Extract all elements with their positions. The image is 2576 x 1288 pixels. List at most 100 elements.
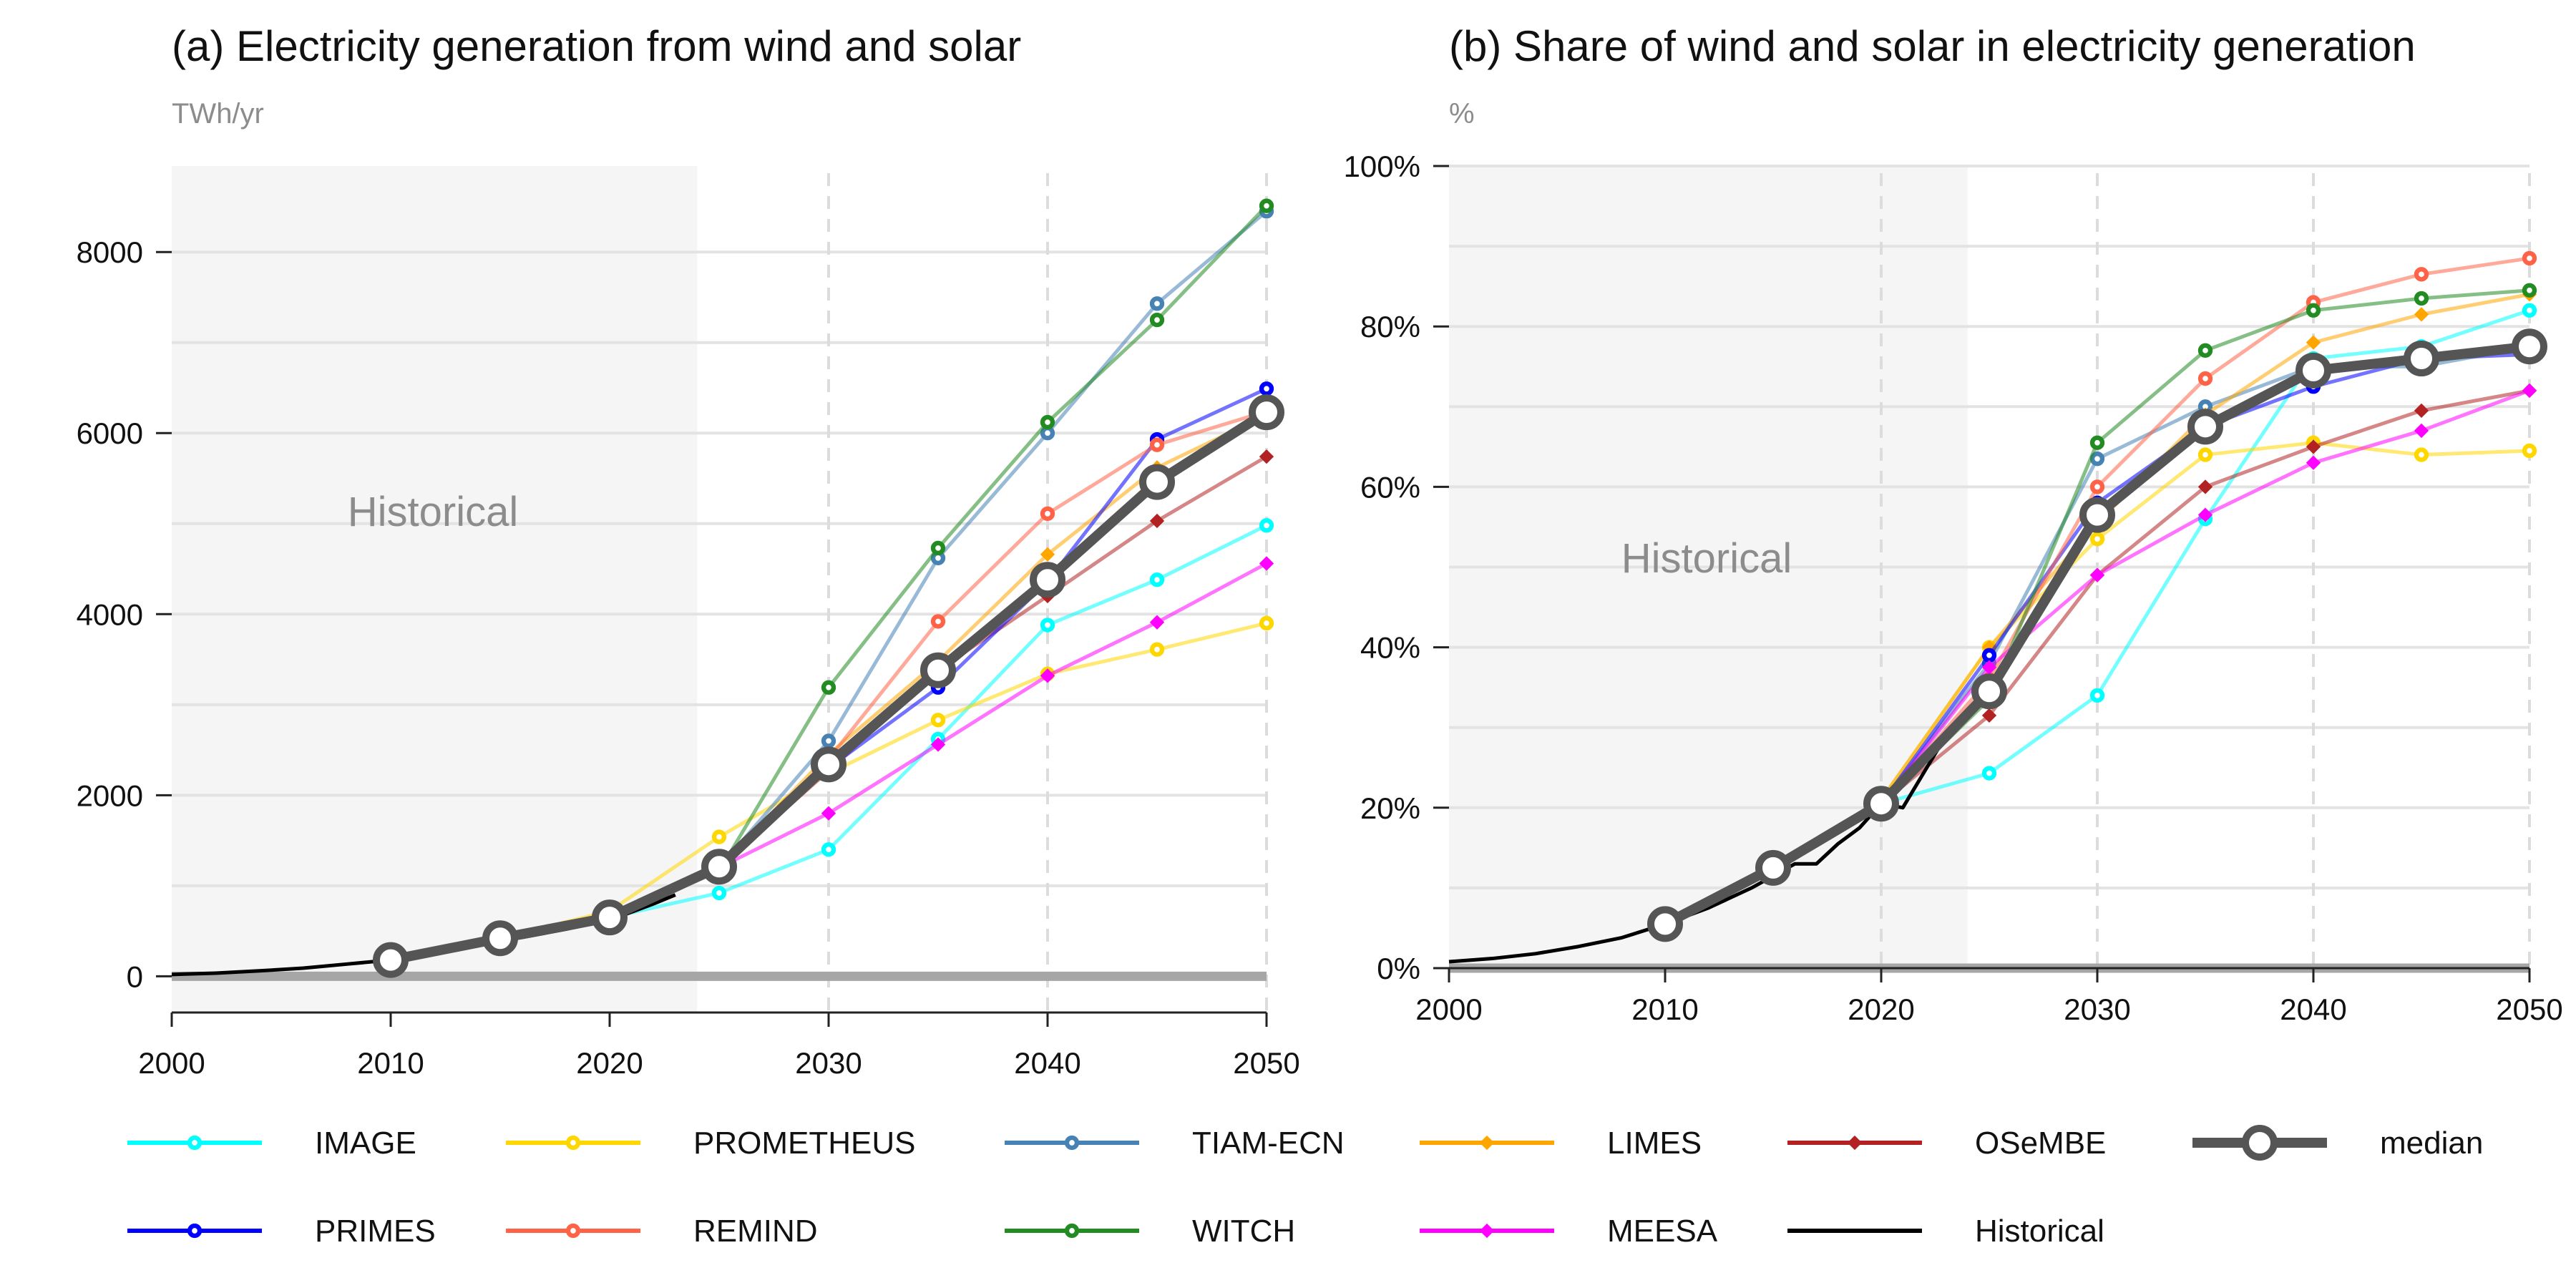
legend-item-image: IMAGE (127, 1126, 416, 1161)
data-point (1863, 786, 1899, 822)
data-point (2414, 403, 2429, 419)
legend-label: IMAGE (315, 1126, 416, 1161)
data-point (2197, 447, 2213, 462)
data-point (1647, 906, 1683, 942)
data-point (2089, 688, 2105, 703)
data-point (1149, 615, 1165, 630)
data-point (1259, 556, 1274, 571)
data-point (1259, 449, 1274, 464)
data-point (1149, 312, 1165, 328)
data-point (2089, 435, 2105, 450)
data-point (2306, 455, 2321, 470)
data-point (2296, 352, 2331, 389)
data-point (2089, 532, 2105, 547)
data-point (1259, 518, 1274, 533)
y-tick-label: 80% (1360, 310, 1420, 343)
data-point (1149, 572, 1165, 587)
unit-label: % (1449, 98, 1475, 130)
data-point (1149, 513, 1165, 529)
chart-title: (b) Share of wind and solar in electrici… (1449, 22, 2416, 70)
data-point (1259, 381, 1274, 396)
data-point (1249, 394, 1284, 431)
legend-label: MEESA (1607, 1214, 1718, 1249)
data-point (2414, 307, 2429, 322)
y-tick-label: 0% (1377, 952, 1420, 985)
x-tick-label: 2010 (357, 1046, 424, 1080)
legend-item-median: median (2192, 1125, 2483, 1161)
data-point (1030, 562, 1065, 598)
legend-marker (565, 1135, 581, 1151)
legend-item-osembe: OSeMBE (1787, 1126, 2106, 1161)
data-point (2522, 383, 2537, 399)
data-point (1755, 849, 1791, 886)
data-point (1259, 615, 1274, 631)
legend-item-remind: REMIND (506, 1214, 818, 1249)
data-point (2306, 335, 2321, 350)
data-point (1149, 296, 1165, 311)
data-point (1040, 668, 1055, 683)
legend-marker (1064, 1223, 1080, 1239)
data-point (821, 733, 836, 748)
x-tick-label: 2010 (1631, 992, 1698, 1026)
panel-b: 0% 20% 40% 60% 80% 100% 2000 2010 2020 2030 2040 20… (1344, 22, 2563, 1026)
data-point (2414, 291, 2429, 306)
legend-label: PRIMES (315, 1214, 436, 1249)
data-point (821, 842, 836, 857)
legend-item-witch: WITCH (1005, 1214, 1295, 1249)
data-point (1040, 547, 1055, 562)
legend-item-prometheus: PROMETHEUS (506, 1126, 915, 1161)
data-point (1971, 673, 2007, 710)
chart-title: (a) Electricity generation from wind and… (172, 22, 1021, 70)
data-point (2414, 447, 2429, 462)
data-point (821, 680, 836, 695)
x-tick-label: 2000 (1415, 992, 1482, 1026)
data-point (1040, 426, 1055, 441)
data-point (811, 746, 847, 783)
data-point (2089, 567, 2105, 582)
data-point (1040, 414, 1055, 430)
data-point (2306, 439, 2321, 454)
data-point (2522, 250, 2537, 266)
legend-item-tiam-ecn: TIAM-ECN (1005, 1126, 1345, 1161)
data-point (1981, 766, 1997, 781)
data-point (373, 942, 409, 978)
data-point (711, 829, 727, 844)
data-point (1040, 618, 1055, 633)
y-tick-label: 4000 (77, 597, 143, 631)
legend-label: median (2380, 1126, 2483, 1161)
x-tick-label: 2000 (138, 1046, 205, 1080)
legend-label: PROMETHEUS (693, 1126, 915, 1161)
x-tick-label: 2030 (2064, 992, 2130, 1026)
legend-marker (1847, 1135, 1863, 1151)
data-point (1981, 708, 1997, 723)
y-tick-label: 60% (1360, 470, 1420, 504)
legend-marker (2242, 1125, 2278, 1161)
x-tick-label: 2040 (2280, 992, 2346, 1026)
historical-label: Historical (348, 489, 519, 535)
data-point (2512, 328, 2547, 365)
y-tick-label: 40% (1360, 631, 1420, 665)
data-point (2306, 303, 2321, 318)
legend-label: REMIND (693, 1214, 818, 1249)
y-tick-label: 8000 (77, 235, 143, 269)
data-point (930, 737, 946, 752)
data-point (821, 806, 836, 821)
data-point (2522, 283, 2537, 298)
legend-label: LIMES (1607, 1126, 1702, 1161)
data-point (711, 885, 727, 901)
data-point (482, 920, 518, 957)
data-point (2197, 507, 2213, 522)
data-point (2089, 479, 2105, 494)
data-point (930, 713, 946, 728)
data-point (2404, 341, 2439, 377)
data-point (2414, 423, 2429, 439)
legend-marker (1479, 1135, 1495, 1151)
data-point (2079, 497, 2115, 533)
data-point (2522, 443, 2537, 459)
data-point (1139, 464, 1175, 500)
y-tick-label: 6000 (77, 416, 143, 450)
legend-marker (187, 1135, 203, 1151)
legend-marker (187, 1223, 203, 1239)
panel-a: 0 2000 4000 6000 8000 2000 2010 2020 2030 2040 205… (77, 22, 1300, 1080)
legend-marker (565, 1223, 581, 1239)
